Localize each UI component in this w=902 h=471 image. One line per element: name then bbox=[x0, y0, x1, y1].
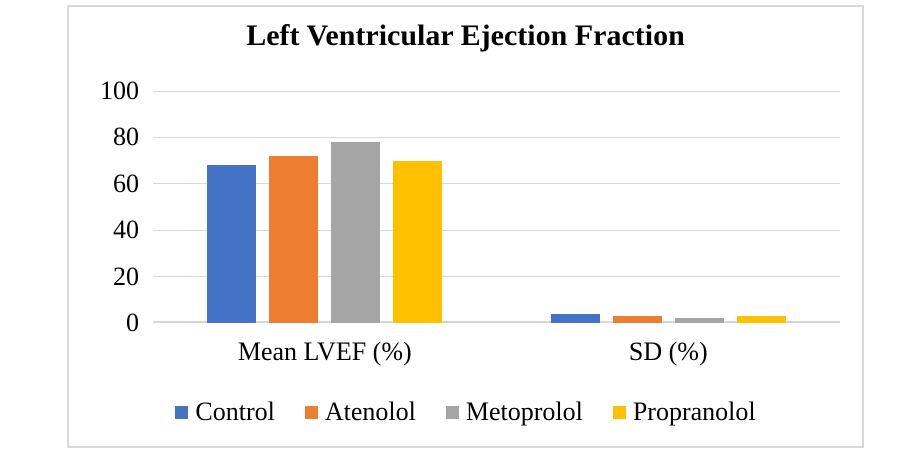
legend-item-control: Control bbox=[175, 397, 275, 427]
gridline bbox=[153, 90, 840, 92]
x-axis-line bbox=[153, 321, 840, 323]
legend-item-propranolol: Propranolol bbox=[612, 397, 756, 427]
y-axis-tick-label: 0 bbox=[126, 308, 139, 337]
legend-swatch-icon bbox=[304, 405, 318, 419]
bar-metoprolol bbox=[331, 142, 381, 323]
legend-item-atenolol: Atenolol bbox=[304, 397, 416, 427]
legend-item-metoprolol: Metoprolol bbox=[445, 397, 583, 427]
chart-title: Left Ventricular Ejection Fraction bbox=[246, 19, 685, 52]
gridline bbox=[153, 136, 840, 138]
legend-label: Atenolol bbox=[324, 397, 416, 426]
legend: Control Atenolol Metoprolol Propranolol bbox=[69, 397, 862, 427]
gridline bbox=[153, 183, 840, 185]
legend-swatch-icon bbox=[175, 405, 189, 419]
legend-swatch-icon bbox=[612, 405, 626, 419]
gridline bbox=[153, 276, 840, 278]
bar-metoprolol bbox=[674, 318, 724, 323]
legend-swatch-icon bbox=[445, 405, 459, 419]
x-axis-category-label: Mean LVEF (%) bbox=[237, 337, 412, 366]
bar-propranolol bbox=[736, 316, 786, 323]
bar-propranolol bbox=[393, 160, 443, 323]
legend-label: Propranolol bbox=[632, 397, 756, 426]
legend-label: Control bbox=[195, 397, 275, 426]
x-axis-category-label: SD (%) bbox=[628, 337, 708, 366]
bar-control bbox=[550, 313, 600, 323]
chart-frame: Left Ventricular Ejection Fraction 0 20 40… bbox=[67, 5, 864, 448]
y-axis-tick-label: 60 bbox=[113, 168, 139, 198]
y-axis-tick-label: 80 bbox=[113, 122, 139, 152]
legend-label: Metoprolol bbox=[465, 397, 583, 426]
plot-area: 0 20 40 60 80 100 Mean LVEF (%) SD (%) bbox=[100, 78, 840, 366]
y-axis-tick-label: 100 bbox=[100, 76, 139, 105]
bar-atenolol bbox=[269, 155, 319, 323]
y-axis-tick-label: 20 bbox=[113, 261, 139, 291]
bar-control bbox=[207, 165, 257, 323]
bar-group bbox=[550, 313, 786, 323]
bar-atenolol bbox=[612, 316, 662, 323]
y-axis-tick-label: 40 bbox=[113, 215, 139, 245]
gridline bbox=[153, 229, 840, 231]
bar-group bbox=[207, 142, 443, 323]
